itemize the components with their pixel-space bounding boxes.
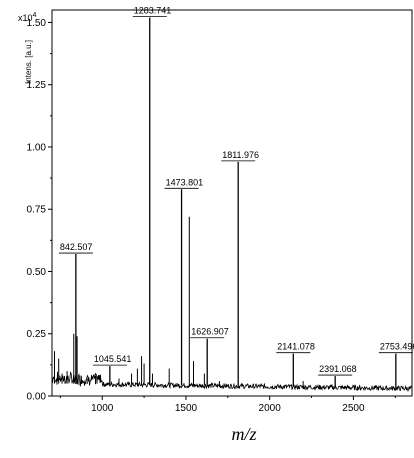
peak-label: 1811.976 <box>222 150 259 160</box>
x-tick-label: 2500 <box>342 403 365 414</box>
plot-border <box>51 9 413 397</box>
peak-label: 842.507 <box>60 242 93 252</box>
y-tick-label: 0.75 <box>27 205 47 216</box>
y-tick-label: 0.25 <box>27 329 47 340</box>
peak-label: 1283.741 <box>134 5 172 15</box>
y-exponent-power: 4 <box>33 12 37 19</box>
axes-layer: 1000 1500 2000 2500 0.00 0.25 0.50 0.75 1.00 1.25… <box>27 18 396 414</box>
plot-frame <box>51 9 413 397</box>
y-exponent-label: x104 <box>18 12 37 23</box>
peak-label: 1626.907 <box>191 327 229 337</box>
x-tick-label: 1500 <box>175 403 198 414</box>
x-tick-label: 1000 <box>91 403 114 414</box>
peak-label: 1473.801 <box>166 177 204 187</box>
peak-label: 1045.541 <box>94 354 132 364</box>
peak-label: 2753.496 <box>380 342 414 352</box>
y-exponent-base: x10 <box>18 13 33 23</box>
baseline-trace <box>51 371 413 393</box>
baseline-noise <box>51 371 413 393</box>
y-tick-label: 0.00 <box>27 392 47 403</box>
peak-label: 2141.078 <box>277 342 315 352</box>
peak-labels-layer: 842.507 1045.541 1283.741 1473.801 1626.907 1… <box>58 5 414 376</box>
y-axis-title: Intens. [a.u.] <box>24 40 33 84</box>
x-axis-title: m/z <box>231 424 256 444</box>
y-tick-label: 1.25 <box>27 80 47 91</box>
peaks-layer <box>54 17 397 389</box>
y-tick-label: 1.50 <box>27 18 47 29</box>
y-tick-label: 1.00 <box>27 142 47 153</box>
y-tick-label: 0.50 <box>27 267 47 278</box>
peak-label: 2391.068 <box>319 364 357 374</box>
x-tick-label: 2000 <box>259 403 282 414</box>
